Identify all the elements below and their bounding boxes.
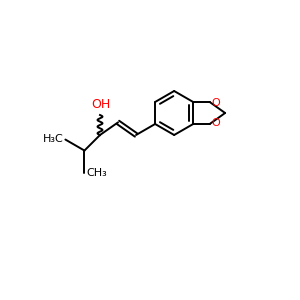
Text: H₃C: H₃C (43, 134, 63, 144)
Text: OH: OH (92, 98, 111, 111)
Text: O: O (212, 98, 220, 108)
Text: CH₃: CH₃ (86, 168, 107, 178)
Text: O: O (212, 118, 220, 128)
